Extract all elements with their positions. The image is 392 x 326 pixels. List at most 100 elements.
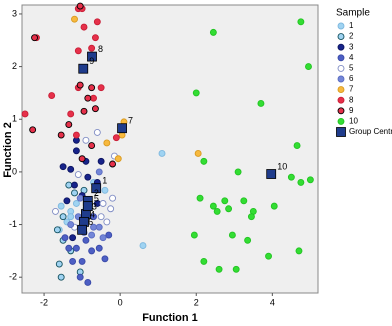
point xyxy=(95,168,103,176)
legend-label: 3 xyxy=(349,42,354,51)
point xyxy=(109,194,117,202)
plot-area xyxy=(21,4,319,294)
point xyxy=(103,218,111,226)
point xyxy=(57,273,65,281)
point xyxy=(53,226,61,234)
legend-label: 8 xyxy=(349,95,354,104)
centroid-label: 1 xyxy=(102,176,107,186)
point xyxy=(71,15,78,23)
point xyxy=(67,213,75,221)
centroid xyxy=(87,51,97,62)
point xyxy=(192,89,200,97)
point xyxy=(305,63,312,71)
point xyxy=(72,200,80,207)
point xyxy=(88,44,96,52)
point xyxy=(112,134,120,142)
point xyxy=(101,186,109,194)
point xyxy=(95,244,103,252)
point xyxy=(63,197,71,205)
point xyxy=(74,47,82,55)
legend-marker xyxy=(337,22,345,30)
centroid-label: 6 xyxy=(88,217,93,227)
centroid-label: 7 xyxy=(128,116,133,126)
point xyxy=(71,189,78,197)
point xyxy=(67,165,75,173)
point xyxy=(232,265,240,273)
point xyxy=(97,213,105,221)
centroid xyxy=(91,183,102,194)
legend-label: 9 xyxy=(349,106,354,115)
point xyxy=(82,236,90,244)
centroid xyxy=(266,169,277,179)
point xyxy=(88,84,96,92)
legend-marker xyxy=(337,96,345,104)
point xyxy=(67,221,75,229)
point xyxy=(57,202,65,210)
point xyxy=(74,171,82,178)
point xyxy=(158,150,166,157)
point xyxy=(84,279,92,286)
legend-label: Group Centroid xyxy=(349,127,392,136)
point xyxy=(78,257,86,265)
centroid-label: 5 xyxy=(94,194,99,204)
point xyxy=(265,252,272,260)
legend-title: Sample xyxy=(336,8,370,19)
point xyxy=(52,207,59,215)
legend-marker xyxy=(337,117,345,125)
point xyxy=(93,128,101,136)
point xyxy=(71,181,78,189)
point xyxy=(31,34,39,42)
centroid-label: 8 xyxy=(98,44,103,54)
legend-marker xyxy=(337,64,345,72)
point xyxy=(95,223,103,231)
point xyxy=(76,2,84,10)
x-tick-label: 4 xyxy=(270,297,275,307)
point xyxy=(190,231,198,239)
legend-label: 6 xyxy=(349,74,354,83)
legend-marker xyxy=(337,33,345,41)
point xyxy=(297,18,305,26)
point xyxy=(69,257,77,265)
point xyxy=(84,94,92,102)
point xyxy=(293,142,301,150)
centroid xyxy=(117,123,127,134)
legend-label: 4 xyxy=(349,53,354,62)
point xyxy=(76,194,84,202)
legend-marker xyxy=(337,86,345,94)
legend-marker xyxy=(336,127,346,137)
centroid xyxy=(77,224,88,235)
y-tick-label: 3 xyxy=(12,8,17,18)
point xyxy=(215,265,223,273)
y-tick-label: 0 xyxy=(12,166,17,176)
point xyxy=(48,92,56,100)
x-axis-title: Function 1 xyxy=(142,312,198,324)
point xyxy=(99,200,107,207)
point xyxy=(82,136,90,144)
legend-marker xyxy=(337,43,345,51)
legend-label: 2 xyxy=(349,32,354,41)
centroid-label: 10 xyxy=(277,161,287,171)
point xyxy=(67,110,75,118)
point xyxy=(139,242,147,250)
x-tick-label: 2 xyxy=(194,297,199,307)
point xyxy=(65,244,73,252)
point xyxy=(65,181,73,189)
legend-label: 7 xyxy=(349,85,354,94)
legend-marker xyxy=(337,75,345,83)
point xyxy=(76,81,84,89)
point xyxy=(295,247,303,255)
legend-label: 1 xyxy=(349,21,354,30)
point xyxy=(97,157,105,165)
centroid-label: 3 xyxy=(92,201,97,211)
point xyxy=(91,105,99,113)
point xyxy=(29,126,37,134)
y-tick-label: -2 xyxy=(9,272,17,282)
y-axis-title: Function 2 xyxy=(2,122,14,178)
point xyxy=(61,234,69,242)
centroid xyxy=(82,201,93,212)
legend-label: 10 xyxy=(349,117,358,126)
point xyxy=(234,168,242,176)
centroid-label: 9 xyxy=(89,56,94,66)
